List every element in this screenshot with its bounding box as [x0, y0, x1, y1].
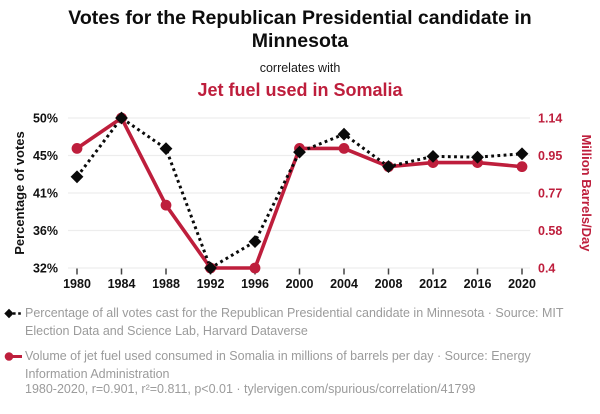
- legend-label-votes: Percentage of all votes cast for the Rep…: [25, 306, 564, 339]
- svg-text:2020: 2020: [508, 277, 536, 291]
- svg-text:1996: 1996: [241, 277, 269, 291]
- svg-text:2016: 2016: [464, 277, 492, 291]
- svg-text:0.95: 0.95: [538, 149, 562, 163]
- svg-text:45%: 45%: [33, 149, 58, 163]
- svg-text:2008: 2008: [375, 277, 403, 291]
- svg-text:41%: 41%: [33, 187, 58, 201]
- svg-text:0.77: 0.77: [538, 187, 562, 201]
- svg-text:0.4: 0.4: [538, 262, 555, 276]
- svg-text:1.14: 1.14: [538, 112, 562, 126]
- svg-text:32%: 32%: [33, 262, 58, 276]
- correlates-with-label: correlates with: [259, 61, 341, 75]
- line-chart: 32% 0.4 36% 0.58 41% 0.77 45% 0.95 50% 1.14 1980 19…: [33, 112, 562, 292]
- svg-text:1984: 1984: [108, 277, 136, 291]
- svg-text:36%: 36%: [33, 224, 58, 238]
- svg-text:2012: 2012: [419, 277, 447, 291]
- circle-solid-line-icon: [4, 352, 22, 361]
- svg-text:0.58: 0.58: [538, 224, 562, 238]
- chart-title: Votes for the Republican Presidential ca…: [68, 7, 532, 52]
- legend-item-votes: Percentage of all votes cast for the Rep…: [4, 304, 564, 340]
- diamond-dashed-line-icon: [4, 308, 22, 319]
- svg-text:2000: 2000: [286, 277, 314, 291]
- svg-text:50%: 50%: [33, 112, 58, 126]
- legend-item-jet-fuel: Volume of jet fuel used consumed in Soma…: [4, 347, 564, 383]
- stats-and-source-url: 1980-2020, r=0.901, r²=0.811, p<0.01 · t…: [25, 382, 476, 396]
- left-axis-label: Percentage of votes: [12, 131, 27, 255]
- svg-text:1992: 1992: [197, 277, 225, 291]
- right-axis-label: Million Barrels/Day: [579, 134, 594, 252]
- chart-subtitle: Jet fuel used in Somalia: [197, 80, 403, 100]
- legend-label-jet-fuel: Volume of jet fuel used consumed in Soma…: [25, 349, 531, 382]
- svg-text:1980: 1980: [63, 277, 91, 291]
- svg-text:1988: 1988: [152, 277, 180, 291]
- svg-text:2004: 2004: [330, 277, 358, 291]
